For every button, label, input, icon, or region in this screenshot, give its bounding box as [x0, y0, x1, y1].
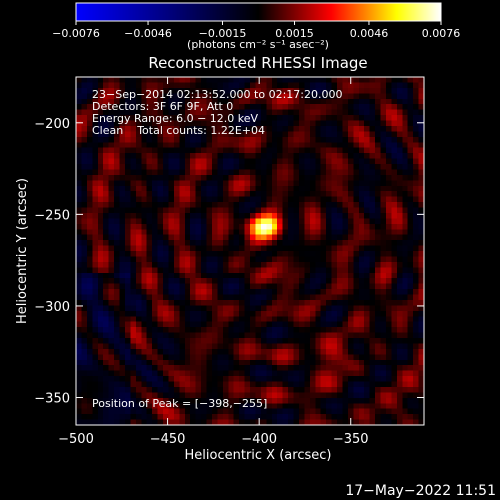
- y-tick-label: −300: [34, 300, 70, 315]
- x-tick-label: −500: [58, 432, 94, 447]
- annotation-counts: Clean Total counts: 1.22E+04: [92, 124, 265, 137]
- chart-title: Reconstructed RHESSI Image: [148, 54, 367, 72]
- colorbar-gradient: [76, 3, 441, 21]
- colorbar-frame: [75, 2, 442, 22]
- colorbar-tick-label: −0.0015: [199, 27, 247, 40]
- annotation-time: 23−Sep−2014 02:13:52.000 to 02:17:20.000: [92, 88, 342, 101]
- heatmap-image: [76, 77, 424, 425]
- colorbar-units: (photons cm⁻² s⁻¹ asec⁻²): [187, 38, 329, 51]
- peak-position-label: Position of Peak = [−398,−255]: [92, 397, 267, 410]
- y-axis: −200 −250 −300 −350: [34, 117, 424, 407]
- colorbar-tick-label: −0.0076: [52, 27, 100, 40]
- colorbar-tick-label: 0.0015: [275, 27, 314, 40]
- x-tick-label: −350: [333, 432, 369, 447]
- x-tick-label: −450: [150, 432, 186, 447]
- annotation-detectors: Detectors: 3F 6F 9F, Att 0: [92, 100, 233, 113]
- colorbar-tick-label: −0.0046: [124, 27, 172, 40]
- colorbar-tick-label: 0.0076: [422, 27, 461, 40]
- x-axis: −500 −450 −400 −350: [58, 77, 369, 447]
- colorbar-ticks: −0.0076 −0.0046 −0.0015 0.0015 0.0046 0.0076: [52, 21, 460, 40]
- y-tick-label: −250: [34, 208, 70, 223]
- colorbar-tick-label: 0.0046: [350, 27, 389, 40]
- y-axis-label: Heliocentric Y (arcsec): [15, 178, 30, 324]
- annotation-energy: Energy Range: 6.0 − 12.0 keV: [92, 112, 259, 125]
- x-axis-label: Heliocentric X (arcsec): [185, 448, 332, 463]
- footer-timestamp: 17−May−2022 11:51: [345, 483, 496, 499]
- x-tick-label: −400: [241, 432, 277, 447]
- plot-frame: [75, 76, 425, 426]
- y-tick-label: −200: [34, 117, 70, 132]
- y-tick-label: −350: [34, 392, 70, 407]
